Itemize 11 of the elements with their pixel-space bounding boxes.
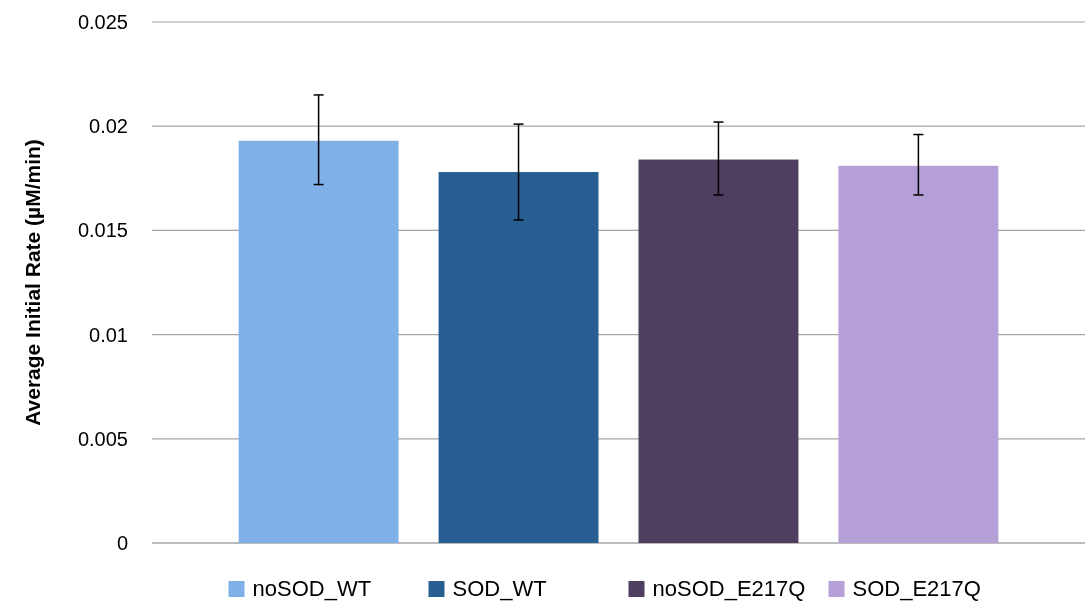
y-tick-label: 0.025: [77, 11, 128, 33]
y-tick-label: 0: [116, 532, 128, 554]
legend-label: noSOD_WT: [252, 576, 372, 601]
y-tick-label: 0.015: [77, 219, 128, 242]
y-tick-label: 0.02: [89, 115, 128, 138]
legend-label: SOD_WT: [452, 576, 547, 601]
legend-label: SOD_E217Q: [852, 576, 981, 601]
y-tick-label: 0.01: [89, 323, 128, 346]
legend-label: noSOD_E217Q: [652, 576, 806, 601]
y-tick-label: 0.005: [77, 427, 128, 450]
y-axis-title: Average Initial Rate (µM/min): [21, 139, 44, 426]
